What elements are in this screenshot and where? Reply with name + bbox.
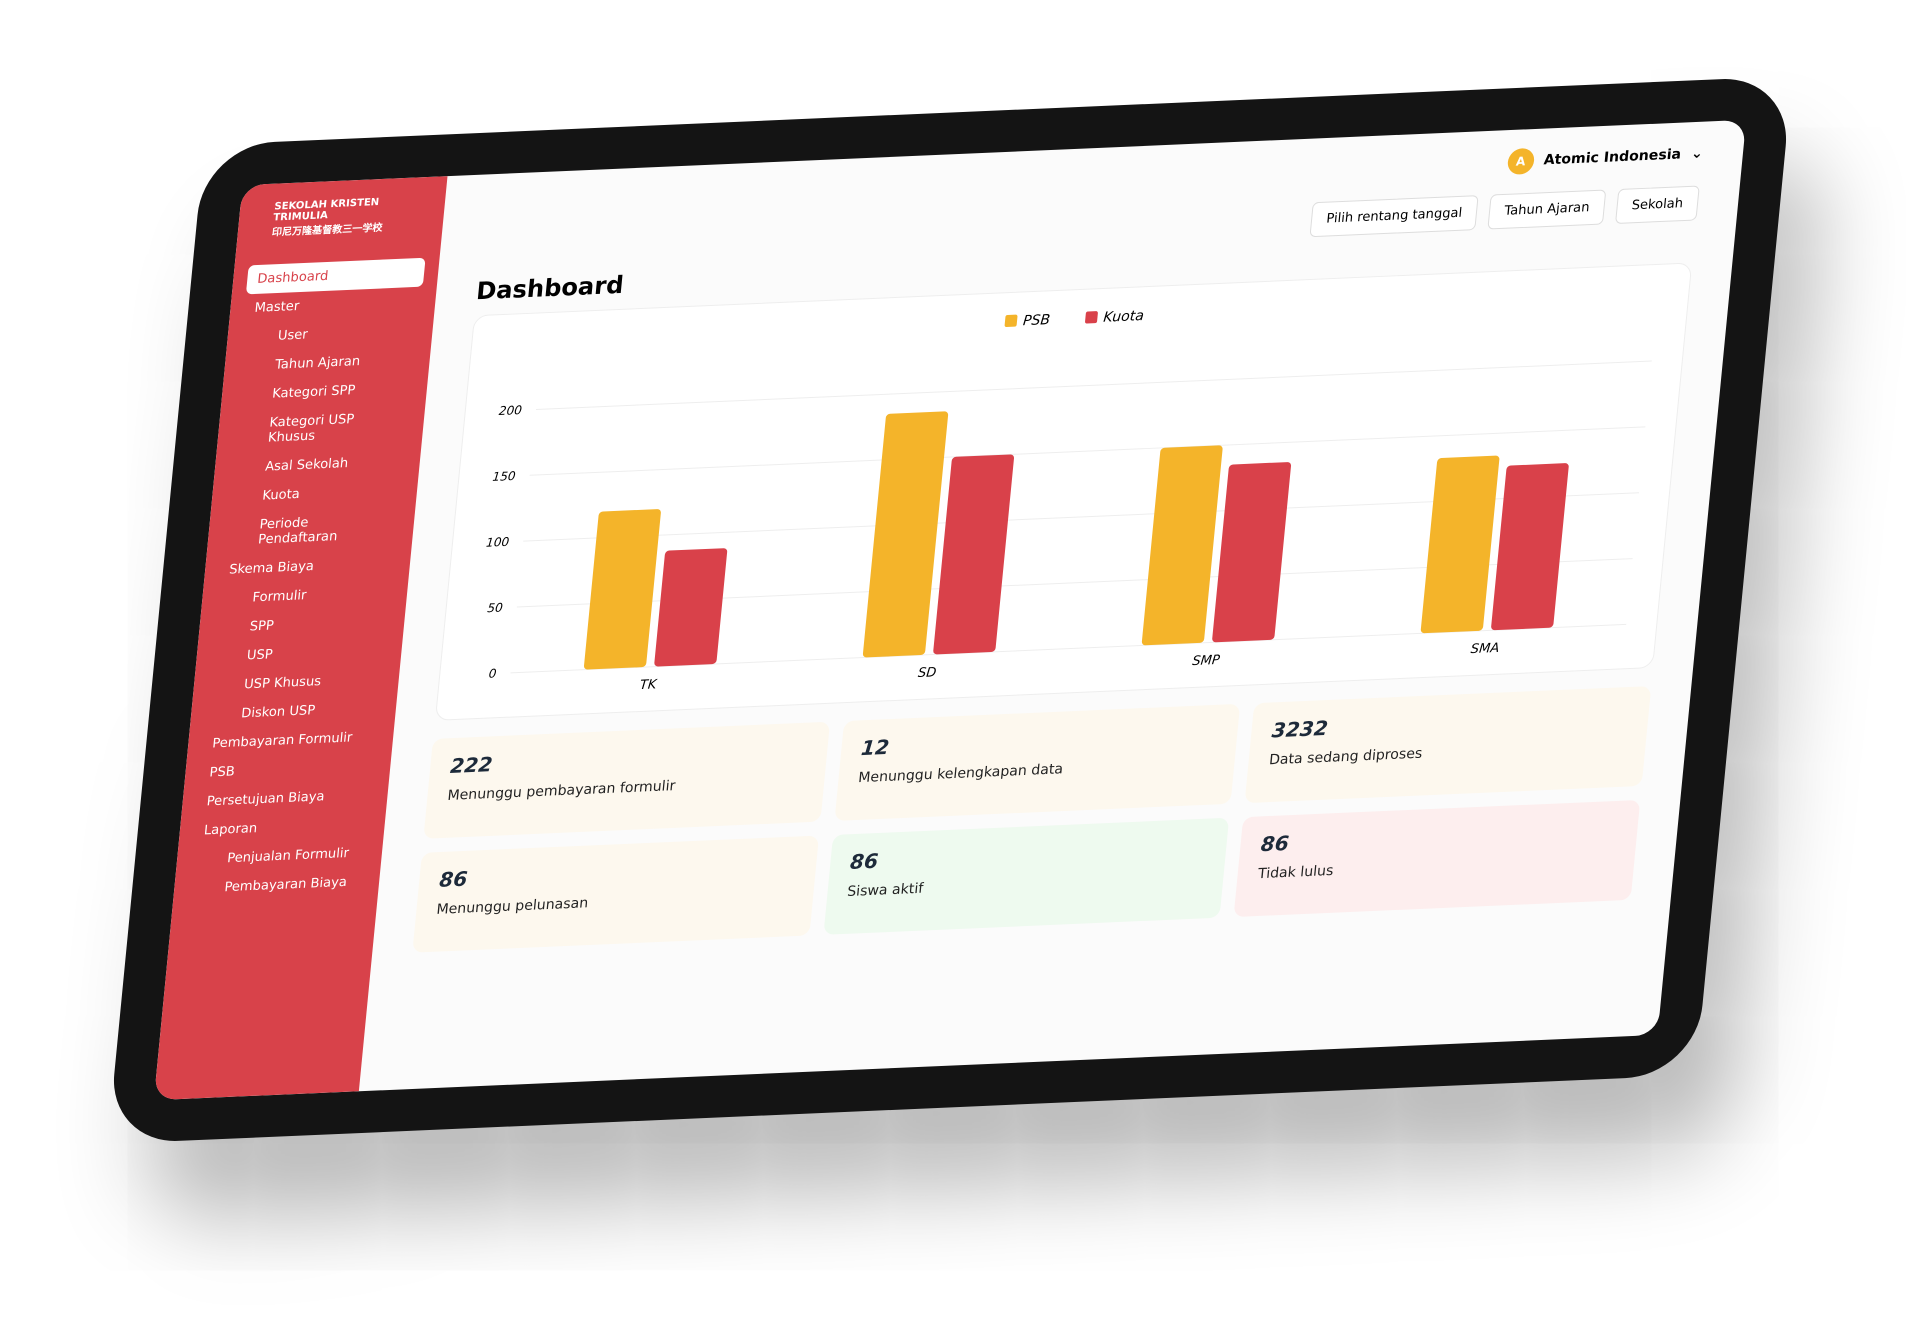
stat-label: Data sedang diproses (1268, 745, 1423, 769)
grid-line (535, 360, 1652, 410)
x-tick-label: TK (639, 677, 658, 693)
stat-label: Menunggu pelunasan (435, 895, 589, 918)
x-tick-label: SMP (1192, 653, 1221, 669)
y-tick-label: 200 (498, 403, 523, 418)
nav-subitem[interactable]: Kategori USP Khusus (267, 411, 355, 446)
stat-card: 86 Siswa aktif (823, 817, 1230, 935)
y-tick-label: 50 (487, 601, 504, 616)
stat-value: 86 (849, 848, 880, 875)
grid-line (529, 426, 1646, 476)
bar (1141, 445, 1223, 646)
stat-value: 3232 (1270, 715, 1330, 743)
stat-value: 12 (860, 734, 891, 761)
date-filter[interactable]: Pilih rentang tanggal (1309, 195, 1479, 238)
nav-subitem[interactable]: Periode Pendaftaran (257, 515, 339, 548)
legend-label: PSB (1022, 312, 1051, 329)
stat-value: 86 (438, 866, 469, 892)
y-tick-label: 100 (486, 535, 511, 550)
stat-card: 86 Menunggu pelunasan (412, 835, 819, 953)
stat-cards: 222 Menunggu pembayaran formulir 12 Menungg… (412, 686, 1652, 953)
stat-card: 86 Tidak lulus (1233, 799, 1641, 918)
bar (654, 548, 728, 667)
stat-label: Siswa aktif (846, 880, 924, 901)
screen: SEKOLAH KRISTEN TRIMULIA 印尼万隆基督教三一学校 Dash… (153, 119, 1747, 1101)
y-tick-label: 150 (492, 469, 517, 484)
main: A Atomic Indonesia ⌄ Pilih rentang tanggal… (359, 120, 1746, 1091)
chart-card: 0 50 100 150 200 PSB Kuota TK SD SMP SMA (434, 262, 1693, 721)
chart: 0 50 100 150 200 PSB Kuota TK SD SMP SMA (486, 308, 1652, 693)
bar (933, 454, 1015, 655)
bar (1420, 455, 1500, 634)
bar (1491, 463, 1569, 631)
bar (583, 509, 661, 670)
x-tick-label: SD (917, 665, 937, 681)
bar (1212, 462, 1292, 643)
stat-value: 86 (1259, 831, 1291, 857)
year-filter[interactable]: Tahun Ajaran (1487, 189, 1607, 230)
y-tick-label: 0 (488, 667, 497, 681)
tablet: SEKOLAH KRISTEN TRIMULIA 印尼万隆基督教三一学校 Dash… (107, 76, 1793, 1144)
legend-swatch (1085, 311, 1098, 324)
stat-card: 3232 Data sedang diproses (1244, 686, 1652, 804)
stat-label: Menunggu kelengkapan data (857, 761, 1064, 787)
x-tick-label: SMA (1470, 641, 1500, 657)
legend-label: Kuota (1103, 308, 1145, 326)
stat-label: Tidak lulus (1257, 862, 1335, 883)
stat-card: 12 Menunggu kelengkapan data (834, 703, 1241, 821)
school-filter[interactable]: Sekolah (1614, 185, 1700, 224)
stat-card: 222 Menunggu pembayaran formulir (423, 721, 830, 839)
legend-swatch (1004, 314, 1018, 328)
stat-value: 222 (449, 752, 494, 778)
avatar: A (1506, 147, 1535, 175)
user-menu[interactable]: Atomic Indonesia (1543, 146, 1682, 169)
stat-label: Menunggu pembayaran formulir (446, 778, 677, 804)
bar (862, 411, 949, 658)
logo: SEKOLAH KRISTEN TRIMULIA 印尼万隆基督教三一学校 (251, 195, 431, 240)
